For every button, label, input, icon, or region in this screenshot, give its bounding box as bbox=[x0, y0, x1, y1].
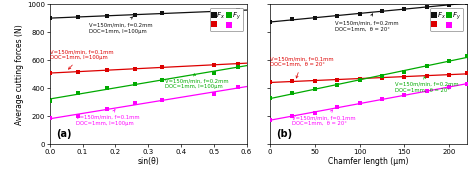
Point bbox=[74, 16, 82, 18]
Point bbox=[103, 69, 110, 72]
Point bbox=[289, 18, 296, 21]
Point bbox=[103, 108, 110, 110]
Point bbox=[401, 93, 408, 96]
Text: V=150m/min, f=0.1mm
DOC=1mm, l=100μm: V=150m/min, f=0.1mm DOC=1mm, l=100μm bbox=[76, 110, 140, 126]
Point bbox=[46, 100, 54, 103]
Point bbox=[289, 92, 296, 95]
Point bbox=[210, 64, 218, 66]
Point bbox=[378, 10, 386, 12]
Point bbox=[423, 5, 430, 8]
Text: V=150m/min, f=0.1mm
DOC=1mm,  θ = 20°: V=150m/min, f=0.1mm DOC=1mm, θ = 20° bbox=[292, 110, 356, 126]
Point bbox=[423, 65, 430, 68]
Point bbox=[46, 72, 54, 74]
Point bbox=[445, 59, 453, 62]
Text: V=150m/min, f=0.1mm
DOC=1mm,  θ = 20°: V=150m/min, f=0.1mm DOC=1mm, θ = 20° bbox=[270, 56, 334, 78]
Point bbox=[463, 72, 471, 75]
Point bbox=[74, 71, 82, 73]
Point bbox=[401, 75, 408, 78]
Point bbox=[158, 12, 166, 15]
Point bbox=[333, 106, 341, 109]
Legend: $F_x$, , $F_y$, : $F_x$, , $F_y$, bbox=[210, 8, 243, 31]
Point bbox=[423, 89, 430, 92]
Point bbox=[445, 86, 453, 89]
Legend: $F_x$, , $F_y$, : $F_x$, , $F_y$, bbox=[430, 8, 464, 31]
Point bbox=[333, 83, 341, 86]
Point bbox=[445, 4, 453, 6]
Point bbox=[103, 15, 110, 18]
Text: V=150m/min, f=0.2mm
DOC=1mm, l=100μm: V=150m/min, f=0.2mm DOC=1mm, l=100μm bbox=[164, 74, 228, 89]
Point bbox=[356, 79, 364, 82]
Point bbox=[46, 16, 54, 19]
Point bbox=[131, 102, 138, 105]
Point bbox=[463, 55, 471, 58]
Point bbox=[333, 15, 341, 18]
Point bbox=[289, 80, 296, 83]
Point bbox=[158, 98, 166, 101]
Text: (b): (b) bbox=[276, 129, 292, 139]
Point bbox=[378, 76, 386, 79]
Point bbox=[210, 10, 218, 13]
Point bbox=[131, 13, 138, 16]
Point bbox=[131, 67, 138, 70]
Point bbox=[234, 66, 242, 68]
Point bbox=[210, 71, 218, 74]
X-axis label: Chamfer length (μm): Chamfer length (μm) bbox=[328, 157, 409, 166]
Point bbox=[266, 96, 274, 99]
Point bbox=[311, 112, 319, 115]
Point bbox=[378, 74, 386, 77]
Text: V=150m/min, f=0.2mm
DOC=1mm, l=100μm: V=150m/min, f=0.2mm DOC=1mm, l=100μm bbox=[89, 17, 153, 34]
Point bbox=[356, 102, 364, 104]
Text: V=150m/min, f=0.2mm
DOC=1mm,  θ = 20°: V=150m/min, f=0.2mm DOC=1mm, θ = 20° bbox=[335, 14, 398, 31]
Point bbox=[266, 118, 274, 121]
Point bbox=[423, 74, 430, 77]
Point bbox=[356, 12, 364, 15]
Point bbox=[74, 92, 82, 94]
Point bbox=[266, 21, 274, 24]
Text: V=150m/min, f=0.1mm
DOC=1mm, l=100μm: V=150m/min, f=0.1mm DOC=1mm, l=100μm bbox=[50, 49, 113, 69]
Text: V=150m/min, f=0.2mm
DOC=1mm,  θ = 20°: V=150m/min, f=0.2mm DOC=1mm, θ = 20° bbox=[395, 76, 459, 93]
Point bbox=[74, 114, 82, 117]
Point bbox=[401, 70, 408, 73]
Point bbox=[311, 16, 319, 19]
Point bbox=[311, 88, 319, 91]
Text: (a): (a) bbox=[55, 129, 71, 139]
Point bbox=[445, 73, 453, 76]
Point bbox=[131, 82, 138, 85]
Point bbox=[234, 9, 242, 12]
Point bbox=[46, 117, 54, 120]
Point bbox=[234, 62, 242, 65]
Point bbox=[311, 79, 319, 82]
Point bbox=[234, 86, 242, 88]
Point bbox=[378, 97, 386, 100]
Point bbox=[333, 78, 341, 81]
Point bbox=[210, 93, 218, 96]
Point bbox=[266, 81, 274, 83]
Point bbox=[401, 7, 408, 10]
Point bbox=[463, 2, 471, 5]
Point bbox=[103, 87, 110, 89]
Point bbox=[158, 66, 166, 68]
Y-axis label: Average cutting forces (N): Average cutting forces (N) bbox=[15, 24, 24, 125]
Point bbox=[463, 83, 471, 86]
Point bbox=[289, 115, 296, 118]
Point bbox=[356, 78, 364, 80]
X-axis label: sin(θ): sin(θ) bbox=[137, 157, 159, 166]
Point bbox=[158, 78, 166, 81]
